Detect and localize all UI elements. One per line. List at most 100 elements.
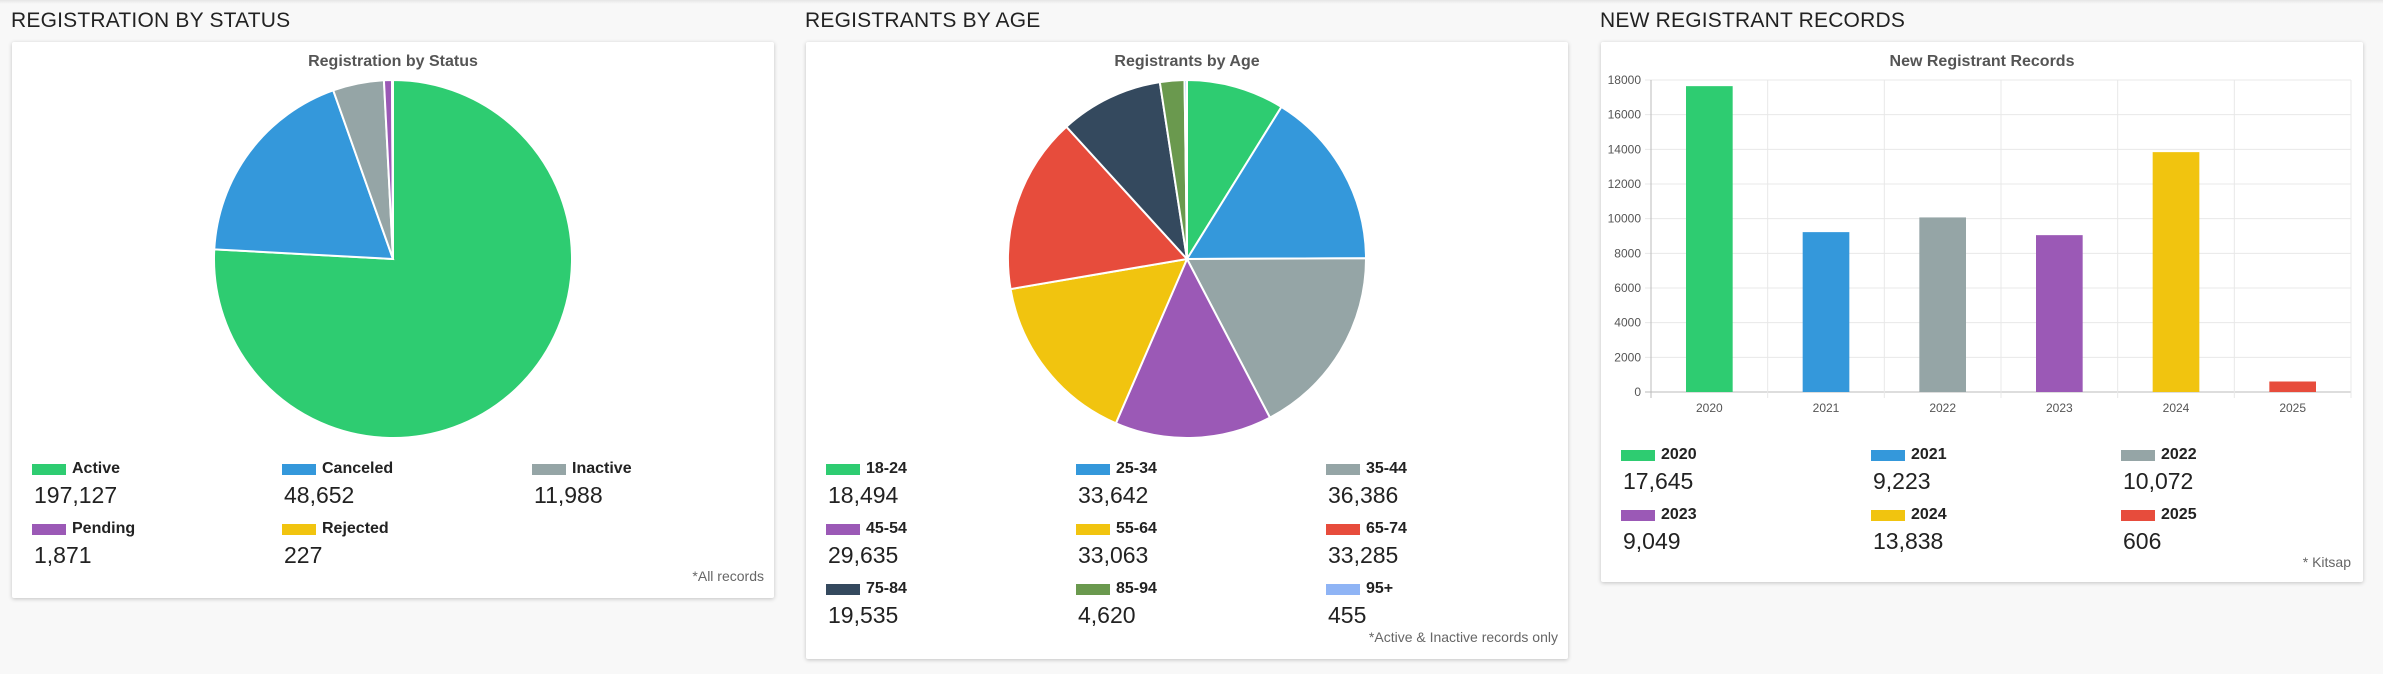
legend-swatch bbox=[826, 583, 860, 595]
y-tick-label: 12000 bbox=[1608, 177, 1642, 191]
legend-value: 17,645 bbox=[1623, 468, 1694, 494]
age-footnote: *Active & Inactive records only bbox=[1368, 629, 1558, 645]
legend-swatch bbox=[1076, 583, 1110, 595]
status-slice-rejected[interactable] bbox=[391, 78, 394, 260]
legend-swatch bbox=[826, 463, 860, 475]
records-legend: 2020 17,645 2021 9,223 2022 10,072 2023 9,049 20… bbox=[1621, 446, 2361, 566]
age-slice-25-34[interactable] bbox=[1185, 105, 1368, 261]
records-legend-item[interactable]: 2022 10,072 bbox=[2121, 446, 2361, 495]
records-chart-panel: New Registrant Records 0 2000 4000 6000 8000… bbox=[1601, 42, 2363, 582]
age-slice-95-[interactable] bbox=[1183, 78, 1188, 260]
bar-2025[interactable] bbox=[2269, 381, 2316, 393]
legend-swatch bbox=[1076, 523, 1110, 535]
legend-value: 1,871 bbox=[34, 542, 92, 568]
status-section-title: REGISTRATION BY STATUS bbox=[11, 9, 291, 32]
legend-label: Canceled bbox=[322, 460, 394, 477]
bar-2024[interactable] bbox=[2152, 152, 2200, 392]
y-tick-label: 16000 bbox=[1608, 108, 1642, 122]
age-legend-item[interactable]: 75-84 19,535 bbox=[826, 580, 1066, 629]
status-legend-item[interactable]: Inactive 11,988 bbox=[532, 460, 772, 509]
legend-swatch bbox=[282, 463, 316, 475]
bar-2021[interactable] bbox=[1802, 232, 1850, 392]
age-legend-item[interactable]: 18-24 18,494 bbox=[826, 460, 1066, 509]
status-footnote: *All records bbox=[692, 568, 764, 584]
status-chart-panel: Registration by Status Active 197,127 Canc… bbox=[12, 42, 774, 598]
legend-label: 65-74 bbox=[1366, 520, 1407, 537]
records-section-title: NEW REGISTRANT RECORDS bbox=[1600, 9, 1906, 32]
status-legend-item[interactable]: Rejected 227 bbox=[282, 520, 522, 569]
legend-value: 197,127 bbox=[34, 482, 118, 508]
legend-swatch bbox=[32, 523, 66, 535]
legend-label: 2023 bbox=[1661, 506, 1697, 523]
legend-swatch bbox=[1326, 463, 1360, 475]
age-slice-75-84[interactable] bbox=[1064, 80, 1189, 263]
legend-swatch bbox=[1871, 449, 1905, 461]
bar-2020[interactable] bbox=[1686, 86, 1733, 393]
y-tick-label: 10000 bbox=[1608, 212, 1642, 226]
x-tick-label: 2024 bbox=[2163, 401, 2190, 415]
status-legend-item[interactable]: Canceled 48,652 bbox=[282, 460, 522, 509]
legend-label: 2025 bbox=[2161, 506, 2197, 523]
status-slice-active[interactable] bbox=[213, 78, 573, 439]
records-legend-item[interactable]: 2025 606 bbox=[2121, 506, 2361, 555]
legend-value: 33,642 bbox=[1078, 482, 1149, 508]
records-legend-item[interactable]: 2021 9,223 bbox=[1871, 446, 2111, 495]
legend-value: 13,838 bbox=[1873, 528, 1944, 554]
legend-value: 11,988 bbox=[534, 482, 603, 508]
x-tick-label: 2021 bbox=[1813, 401, 1840, 415]
age-legend-item[interactable]: 95+ 455 bbox=[1326, 580, 1566, 629]
legend-label: Active bbox=[72, 460, 121, 477]
legend-value: 18,494 bbox=[828, 482, 899, 508]
legend-label: 55-64 bbox=[1116, 520, 1157, 537]
legend-swatch bbox=[1076, 463, 1110, 475]
age-slice-65-74[interactable] bbox=[1007, 125, 1189, 291]
status-legend-item[interactable]: Active 197,127 bbox=[32, 460, 272, 509]
legend-label: Pending bbox=[72, 520, 136, 537]
top-divider bbox=[0, 0, 2383, 4]
age-slice-18-24[interactable] bbox=[1186, 78, 1283, 263]
age-legend-item[interactable]: 85-94 4,620 bbox=[1076, 580, 1316, 629]
age-legend-item[interactable]: 45-54 29,635 bbox=[826, 520, 1066, 569]
legend-value: 455 bbox=[1328, 602, 1367, 628]
legend-label: 75-84 bbox=[866, 580, 907, 597]
records-chart-title: New Registrant Records bbox=[1890, 53, 2075, 70]
y-tick-label: 4000 bbox=[1614, 316, 1641, 330]
status-pie-chart: Registration by Status bbox=[213, 53, 573, 439]
age-chart-title: Registrants by Age bbox=[1114, 53, 1259, 70]
records-legend-item[interactable]: 2024 13,838 bbox=[1871, 506, 2111, 555]
records-legend-item[interactable]: 2023 9,049 bbox=[1621, 506, 1861, 555]
age-legend-item[interactable]: 25-34 33,642 bbox=[1076, 460, 1316, 509]
legend-label: 2020 bbox=[1661, 446, 1697, 463]
records-footnote: * Kitsap bbox=[2302, 554, 2351, 570]
y-tick-label: 2000 bbox=[1614, 350, 1641, 364]
age-slice-55-64[interactable] bbox=[1009, 257, 1189, 425]
age-legend-item[interactable]: 55-64 33,063 bbox=[1076, 520, 1316, 569]
legend-swatch bbox=[826, 523, 860, 535]
y-tick-label: 18000 bbox=[1608, 73, 1642, 87]
legend-value: 48,652 bbox=[284, 482, 355, 508]
legend-value: 227 bbox=[284, 542, 323, 568]
status-legend-item[interactable]: Pending 1,871 bbox=[32, 520, 272, 569]
age-slice-45-54[interactable] bbox=[1114, 256, 1272, 439]
y-tick-label: 14000 bbox=[1608, 142, 1642, 156]
legend-swatch bbox=[1326, 583, 1360, 595]
status-legend: Active 197,127 Canceled 48,652 Inactive 11,98… bbox=[32, 460, 772, 580]
bar-2023[interactable] bbox=[2036, 235, 2083, 392]
age-slice-35-44[interactable] bbox=[1185, 257, 1368, 419]
age-legend-item[interactable]: 65-74 33,285 bbox=[1326, 520, 1566, 569]
status-slice-canceled[interactable] bbox=[213, 89, 395, 261]
age-pie-chart: Registrants by Age bbox=[1007, 53, 1368, 439]
legend-value: 4,620 bbox=[1078, 602, 1136, 628]
x-tick-label: 2020 bbox=[1696, 401, 1723, 415]
records-bar-chart: New Registrant Records 0 2000 4000 6000 8000… bbox=[1608, 53, 2352, 415]
legend-swatch bbox=[532, 463, 566, 475]
records-legend-item[interactable]: 2020 17,645 bbox=[1621, 446, 1861, 495]
legend-swatch bbox=[2121, 509, 2155, 521]
bar-2022[interactable] bbox=[1919, 217, 1966, 392]
legend-value: 33,063 bbox=[1078, 542, 1149, 568]
legend-label: Rejected bbox=[322, 520, 389, 537]
legend-swatch bbox=[282, 523, 316, 535]
age-legend-item[interactable]: 35-44 36,386 bbox=[1326, 460, 1566, 509]
legend-label: 45-54 bbox=[866, 520, 907, 537]
legend-value: 9,223 bbox=[1873, 468, 1931, 494]
